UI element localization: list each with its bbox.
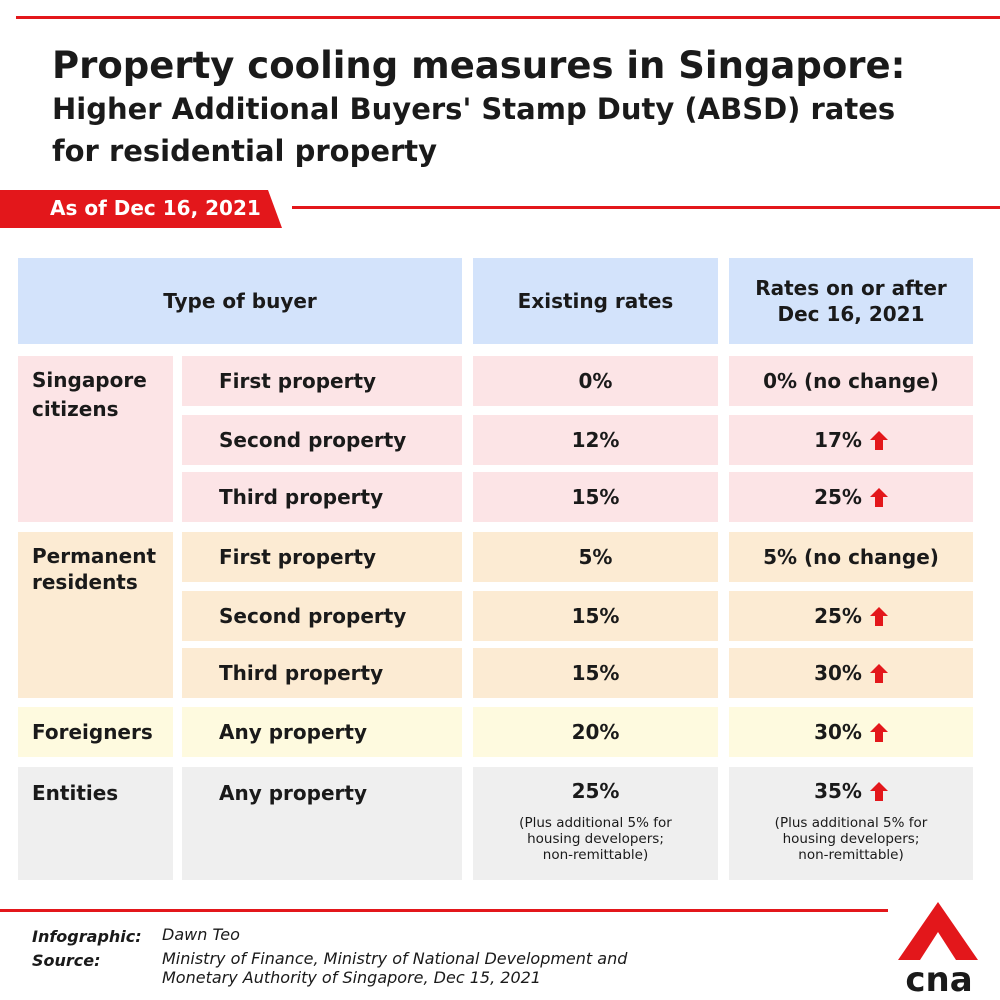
infographic-label: Infographic: (32, 927, 142, 946)
group-label-permanent-residents: Permanent residents (18, 532, 173, 698)
table-row-new: 30% (729, 707, 973, 757)
group-label-citizens: Singapore citizens (18, 356, 173, 522)
entities-note-line-2: housing developers; (527, 831, 664, 847)
new-rate-value: 30% (814, 661, 862, 685)
date-label: As of Dec 16, 2021 (50, 196, 261, 220)
date-banner: As of Dec 16, 2021 (0, 190, 282, 228)
table-row-new: 25% (729, 472, 973, 522)
pr-label-line-2: residents (32, 570, 138, 594)
header-buyer-label: Type of buyer (163, 289, 317, 313)
entities-note-line-1: (Plus additional 5% for (519, 815, 672, 831)
citizens-label-line-1: Singapore (32, 368, 147, 392)
title-line-3: for residential property (52, 134, 438, 168)
table-row-property: Any property (182, 707, 462, 757)
new-rate-value: 25% (814, 485, 862, 509)
source-line-2: Monetary Authority of Singapore, Dec 15,… (162, 968, 541, 987)
pr-label-line-1: Permanent (32, 544, 157, 568)
table-row-property: Third property (182, 472, 462, 522)
footer-rule (0, 909, 888, 912)
title-line-2: Higher Additional Buyers' Stamp Duty (AB… (52, 92, 896, 126)
header-existing-label: Existing rates (517, 289, 674, 313)
new-rate-value: 17% (814, 428, 862, 452)
up-arrow-icon (869, 430, 888, 450)
entities-note-line-1: (Plus additional 5% for (774, 815, 928, 831)
header-new-line-2: Dec 16, 2021 (777, 302, 925, 326)
cna-logo-icon (898, 902, 978, 960)
source-label: Source: (32, 951, 101, 970)
table-row-property: Second property (182, 591, 462, 641)
new-rate-value: 30% (814, 720, 862, 744)
up-arrow-icon (869, 487, 888, 507)
up-arrow-icon (869, 722, 888, 742)
citizens-label-line-2: citizens (32, 397, 119, 421)
logo-text: cna (905, 960, 973, 1000)
header-type-of-buyer: Type of buyer (18, 258, 462, 344)
table-row-existing: 0% (473, 356, 718, 406)
table-row-new: 5% (no change) (729, 532, 973, 582)
up-arrow-icon (869, 606, 888, 626)
table-row-new: 0% (no change) (729, 356, 973, 406)
title-line-1: Property cooling measures in Singapore: (52, 44, 906, 87)
existing-rate-value: 25% (571, 779, 620, 803)
table-row-existing: 5% (473, 532, 718, 582)
table-row-property: First property (182, 356, 462, 406)
table-row-existing: 25% (Plus additional 5% for housing deve… (473, 767, 718, 880)
up-arrow-icon (869, 781, 888, 801)
new-rate-value: 35% (814, 779, 862, 803)
source-line-1: Ministry of Finance, Ministry of Nationa… (162, 949, 628, 968)
table-row-property: First property (182, 532, 462, 582)
date-rule (292, 206, 1000, 209)
table-row-existing: 15% (473, 591, 718, 641)
up-arrow-icon (869, 663, 888, 683)
entities-note-line-3: non-remittable) (542, 847, 649, 863)
table-row-existing: 15% (473, 648, 718, 698)
table-row-existing: 15% (473, 472, 718, 522)
header-existing-rates: Existing rates (473, 258, 718, 344)
new-rate-value: 25% (814, 604, 862, 628)
infographic-value: Dawn Teo (162, 925, 240, 944)
entities-note-line-3: non-remittable) (798, 847, 904, 863)
group-label-entities: Entities (18, 767, 173, 880)
table-row-property: Any property (182, 767, 462, 880)
header-new-line-1: Rates on or after (755, 276, 947, 300)
table-row-new: 30% (729, 648, 973, 698)
table-row-new: 25% (729, 591, 973, 641)
table-row-property: Third property (182, 648, 462, 698)
page-title: Property cooling measures in Singapore: … (52, 44, 982, 172)
entities-note-line-2: housing developers; (782, 831, 920, 847)
table-row-existing: 12% (473, 415, 718, 465)
table-row-existing: 20% (473, 707, 718, 757)
table-row-new: 17% (729, 415, 973, 465)
header-new-rates: Rates on or after Dec 16, 2021 (729, 258, 973, 344)
new-rate-wrapper: 35% (814, 779, 888, 803)
table-row-property: Second property (182, 415, 462, 465)
top-rule (16, 16, 1000, 19)
table-row-new: 35% (Plus additional 5% for housing deve… (729, 767, 973, 880)
group-label-foreigners: Foreigners (18, 707, 173, 757)
